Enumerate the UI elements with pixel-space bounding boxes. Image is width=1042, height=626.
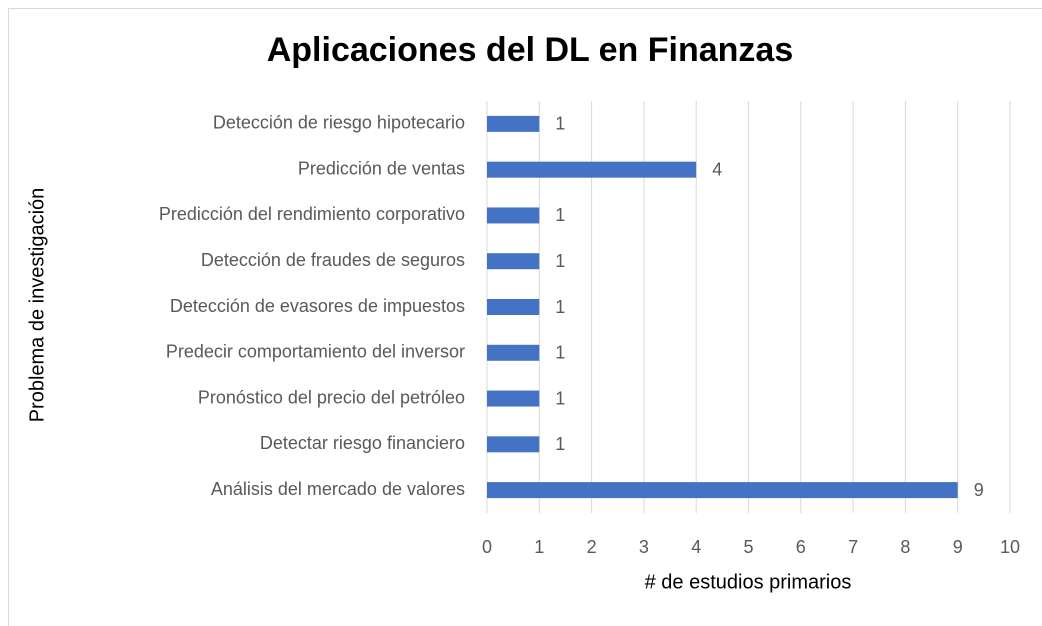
data-label: 1: [555, 251, 565, 271]
y-tick-label: Predicción del rendimiento corporativo: [159, 204, 465, 224]
bar: [487, 115, 540, 132]
x-tick-label: 4: [691, 537, 701, 557]
y-tick-label: Detección de evasores de impuestos: [170, 296, 465, 316]
y-tick-label: Detección de riesgo hipotecario: [213, 113, 465, 133]
x-axis-label: # de estudios primarios: [645, 571, 852, 593]
bar: [487, 161, 697, 178]
x-tick-label: 0: [482, 537, 492, 557]
x-tick-label: 9: [953, 537, 963, 557]
x-tick-label: 2: [587, 537, 597, 557]
data-label: 9: [974, 480, 984, 500]
data-label: 1: [555, 434, 565, 454]
bar: [487, 299, 540, 315]
bar: [487, 390, 540, 407]
x-tick-label: 8: [900, 537, 910, 557]
data-label: 1: [555, 205, 565, 225]
data-label: 1: [555, 343, 565, 363]
data-label: 1: [555, 388, 565, 408]
y-tick-label: Predicción de ventas: [298, 158, 465, 178]
y-tick-label: Análisis del mercado de valores: [211, 479, 465, 499]
y-tick-label: Predecir comportamiento del inversor: [166, 342, 465, 362]
x-tick-label: 6: [796, 537, 806, 557]
data-label: 1: [555, 114, 565, 134]
bar: [487, 436, 540, 453]
x-tick-label: 3: [639, 537, 649, 557]
y-axis-label: Problema de investigación: [26, 188, 48, 423]
x-tick-label: 10: [1000, 537, 1020, 557]
data-label: 1: [555, 297, 565, 317]
bar: [487, 253, 540, 270]
chart-title: Aplicaciones del DL en Finanzas: [267, 31, 794, 69]
data-label: 4: [712, 159, 722, 179]
x-tick-label: 7: [848, 537, 858, 557]
y-tick-label: Pronóstico del precio del petróleo: [198, 387, 465, 407]
chart-border: [8, 8, 1042, 626]
bar: [487, 207, 540, 224]
x-tick-label: 5: [743, 537, 753, 557]
y-tick-label: Detección de fraudes de seguros: [201, 250, 465, 270]
bar: [487, 482, 958, 499]
x-tick-label: 1: [534, 537, 544, 557]
y-tick-label: Detectar riesgo financiero: [260, 433, 465, 453]
bar: [487, 344, 540, 361]
